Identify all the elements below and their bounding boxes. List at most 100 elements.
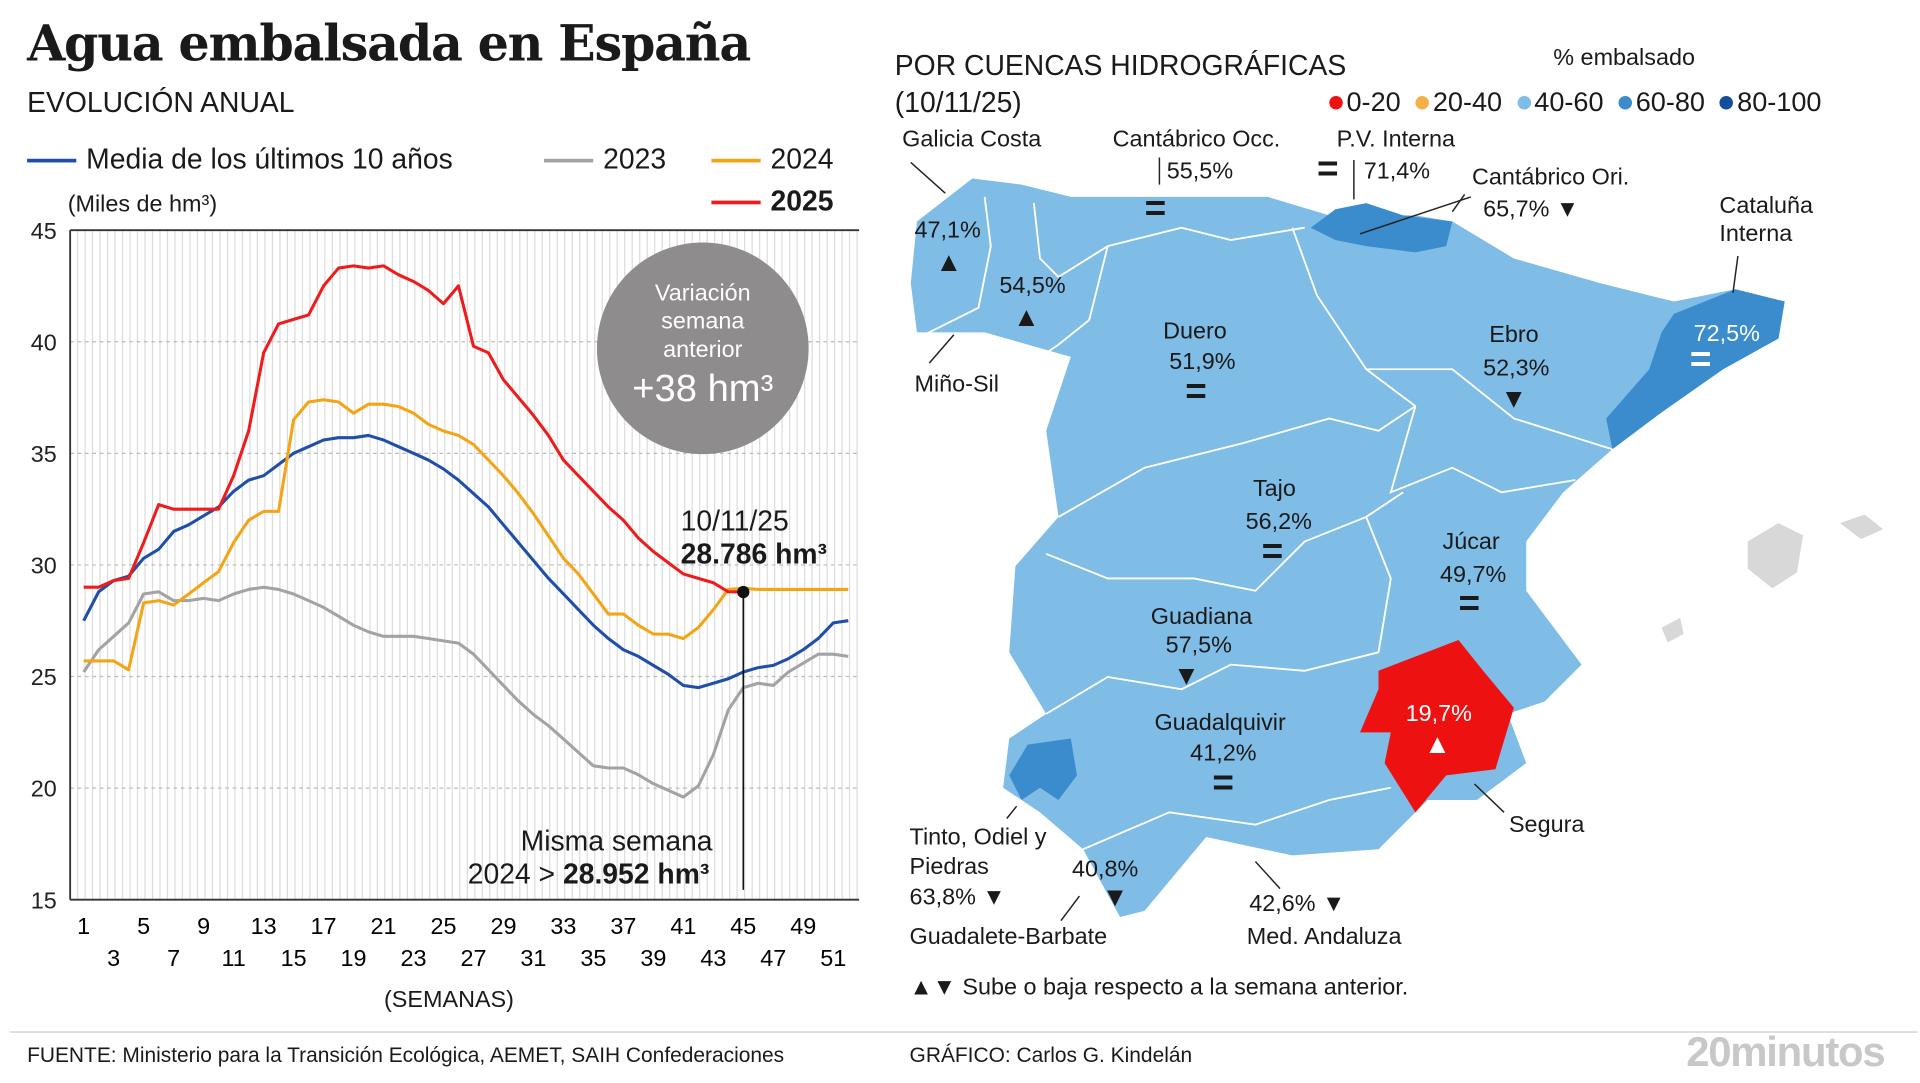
x-tick-label: 47 [760, 945, 786, 971]
basin-name: Miño-Sil [914, 371, 999, 398]
current-week-dot [737, 585, 750, 599]
y-tick-label: 25 [31, 664, 57, 690]
trend-note: ▲▼ Sube o baja respecto a la semana ante… [910, 975, 1409, 1002]
basin-value: 41,2% [1190, 740, 1257, 767]
basin-name: Med. Andaluza [1246, 924, 1402, 951]
y-tick-label: 20 [31, 776, 57, 802]
basin-value: 57,5% [1165, 632, 1232, 659]
bubble-text: semana [661, 308, 745, 335]
basin-value: 56,2% [1245, 509, 1312, 536]
x-tick-label: 23 [400, 945, 426, 971]
legend-item: 60-80 [1618, 86, 1705, 117]
weekly-variation-bubble: Variación semana anterior +38 hm³ [596, 242, 809, 455]
page-title: Agua embalsada en España [27, 14, 751, 73]
basin-name: P.V. Interna [1336, 126, 1455, 153]
x-tick-label: 15 [281, 945, 307, 971]
basin-value: 42,6% ▼ [1249, 891, 1345, 918]
current-date-label: 10/11/25 [680, 504, 789, 537]
basin-value: 49,7% [1440, 562, 1507, 589]
x-tick-label: 51 [820, 945, 846, 971]
basin-tinto-odiel [1009, 738, 1077, 801]
trend-down-icon: ▼ [1500, 382, 1528, 414]
basin-segura [1360, 640, 1514, 813]
footer-divider [9, 1031, 1918, 1033]
legend-label: 20-40 [1432, 86, 1503, 117]
trend-up-icon: ▲ [1424, 728, 1451, 760]
x-tick-label: 43 [700, 945, 726, 971]
x-tick-label: 25 [430, 913, 456, 939]
basin-name: Tinto, Odiel y Piedras [909, 824, 1047, 881]
x-tick-label: 49 [790, 913, 816, 939]
y-tick-label: 30 [31, 553, 57, 579]
x-tick-label: 33 [550, 913, 576, 939]
legend-2025: 2025 [711, 185, 833, 218]
legend-2023: 2023 [544, 143, 666, 176]
legend-label: 40-60 [1534, 86, 1604, 117]
trend-legend-icon: ▲▼ [909, 974, 956, 1001]
basin-name: Cantábrico Ori. [1472, 164, 1630, 191]
x-tick-label: 7 [167, 945, 180, 971]
basin-value: 52,3% [1483, 355, 1550, 382]
map-title: POR CUENCAS HIDROGRÁFICAS [894, 49, 1347, 82]
basin-value: 65,7% ▼ [1483, 197, 1579, 224]
balearic-islands [1661, 514, 1884, 643]
x-tick-label: 21 [371, 913, 397, 939]
legend-label: 2023 [603, 142, 667, 175]
legend-label: 60-80 [1635, 86, 1705, 117]
x-tick-label: 19 [341, 945, 367, 971]
x-tick-label: 13 [251, 913, 277, 939]
basin-name: Segura [1508, 812, 1585, 839]
trend-equal-icon: = [1689, 339, 1712, 381]
y-tick-label: 45 [31, 218, 57, 244]
basin-name: Júcar [1442, 529, 1500, 556]
trend-up-icon: ▲ [935, 246, 963, 277]
basin-value: 51,9% [1169, 349, 1236, 376]
legend-item: 20-40 [1415, 86, 1503, 117]
trend-equal-icon: = [1185, 371, 1207, 413]
x-tick-label: 3 [107, 945, 120, 971]
x-tick-label: 11 [221, 945, 245, 971]
prev-year-value: 2024 > 28.952 hm³ [468, 858, 710, 891]
leader-lines [910, 157, 1739, 922]
basin-name: Ebro [1489, 322, 1539, 349]
trend-down-icon: ▼ [1101, 881, 1129, 913]
legend-label: 2025 [770, 184, 834, 217]
x-tick-label: 17 [311, 913, 337, 939]
x-tick-label: 41 [670, 913, 696, 939]
legend-label: Media de los últimos 10 años [86, 142, 453, 175]
series-line-media-de-los-ltimos-10-a-os [82, 433, 849, 690]
trend-down-icon: ▼ [982, 884, 1006, 911]
basin-value: 63,8% ▼ [910, 885, 1006, 912]
source-text: FUENTE: Ministerio para la Transición Ec… [27, 1043, 785, 1068]
comparison-sign: > [538, 857, 556, 890]
basin-value-text: 42,6% [1249, 891, 1316, 917]
y-tick-label: 35 [31, 441, 57, 467]
basin-value-text: 63,8% [909, 884, 976, 911]
spain-outline [910, 178, 1785, 917]
trend-equal-icon: = [1261, 531, 1284, 573]
basin-name: Guadalquivir [1154, 710, 1286, 737]
basin-borders [916, 196, 1613, 851]
x-tick-label: 29 [490, 913, 516, 939]
prev-year-label: Misma semana [520, 824, 713, 857]
trend-equal-icon: = [1316, 148, 1339, 190]
trend-equal-icon: = [1212, 763, 1234, 804]
basin-name: Duero [1163, 318, 1227, 345]
current-value-label: 28.786 hm³ [680, 537, 827, 570]
trend-equal-icon: = [1144, 188, 1167, 229]
y-axis-unit: (Miles de hm³) [67, 192, 218, 218]
legend-item: 0-20 [1329, 86, 1401, 117]
basin-value: 54,5% [999, 273, 1066, 300]
trend-down-icon: ▼ [1172, 659, 1200, 691]
legend-media: Media de los últimos 10 años [27, 143, 453, 176]
trend-down-icon: ▼ [1322, 891, 1346, 917]
x-tick-label: 5 [137, 913, 150, 939]
basin-cantabrico-ori [1310, 203, 1453, 253]
prev-year: 2024 [467, 857, 531, 890]
map-date: (10/11/25) [894, 86, 1022, 119]
basin-name: Guadiana [1150, 604, 1253, 631]
credit-text: GRÁFICO: Carlos G. Kindelán [909, 1043, 1193, 1068]
series-line-2025 [83, 264, 744, 594]
basin-cataluna-interna [1606, 289, 1785, 450]
